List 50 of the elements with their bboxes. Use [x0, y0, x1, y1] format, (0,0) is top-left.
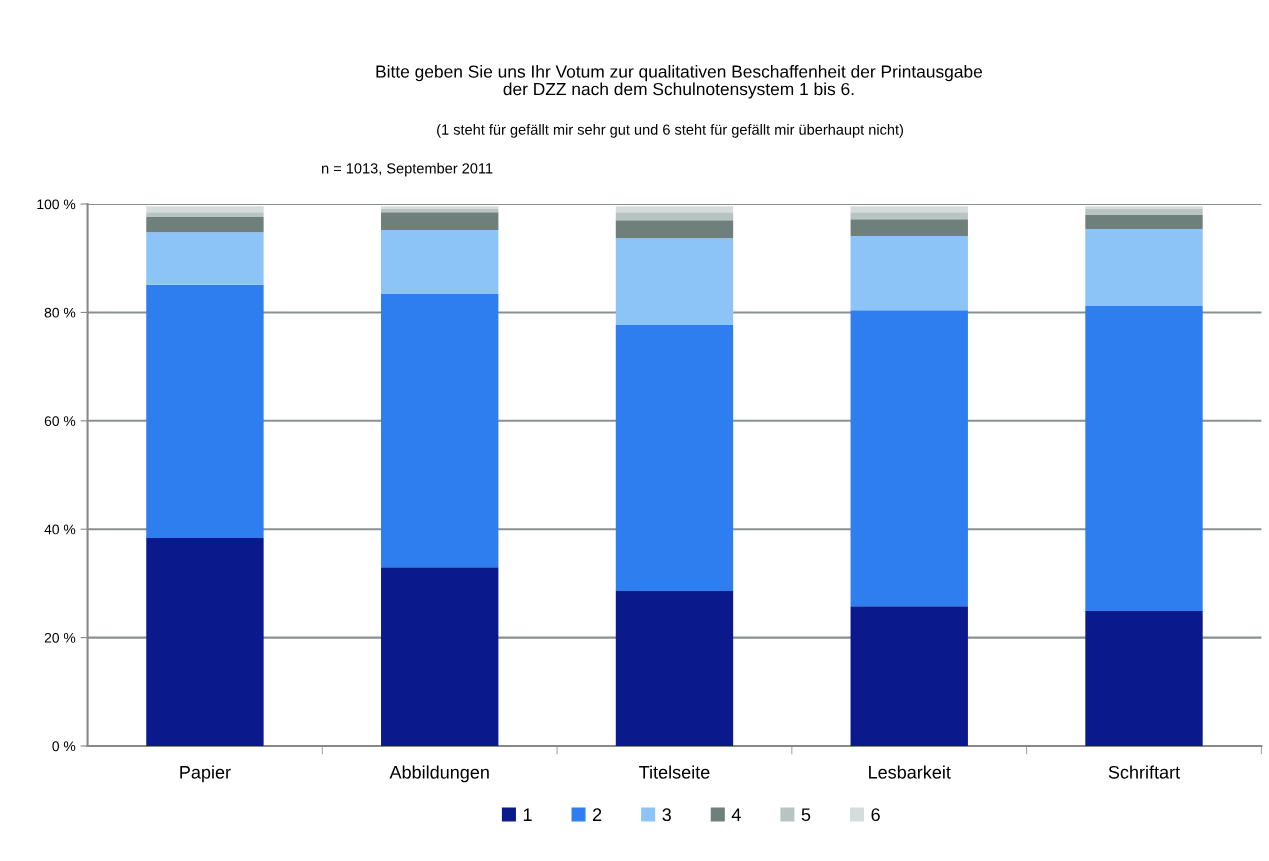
bar	[381, 208, 499, 213]
chart-title: Bitte geben Sie uns Ihr Votum zur qualitativen Beschaffenheit der Printausgabe der DZZ nach dem Schulnotensystem 1 bis 6.	[376, 64, 983, 99]
bar	[381, 567, 499, 746]
legend-label: 1	[523, 808, 532, 821]
legend-label: 6	[871, 808, 880, 822]
text: n = 1013, September 2011	[322, 162, 493, 177]
bar	[850, 606, 968, 746]
bar	[381, 230, 499, 295]
bar	[381, 212, 499, 231]
bar	[850, 310, 968, 607]
legend-label: 2	[592, 808, 602, 821]
x-tick-label: Schriftart	[1108, 765, 1180, 779]
y-tick-label: 20 %	[44, 632, 76, 643]
bar	[1085, 228, 1203, 306]
x-tick-label: Papier	[180, 765, 231, 783]
legend-label: 4	[731, 808, 741, 821]
bar	[381, 294, 499, 568]
bar	[146, 537, 264, 746]
bar	[1085, 208, 1203, 215]
bar	[615, 590, 734, 746]
y-tick-label: 80 %	[44, 307, 76, 318]
y-tick-label: 100 %	[37, 199, 76, 210]
bar	[1085, 305, 1203, 612]
bar	[615, 206, 734, 213]
bar	[146, 212, 264, 218]
bar	[615, 324, 734, 591]
x-tick-label: Lesbarkeit	[869, 765, 951, 779]
chart-subtitle: (1 steht für gefällt mir sehr gut und 6 steht für gefällt mir überhaupt nicht)	[437, 124, 903, 138]
x-tick-label: Abbildungen	[389, 765, 489, 783]
bar	[146, 232, 264, 285]
bar	[850, 212, 968, 220]
bar	[850, 219, 968, 237]
bar	[615, 212, 734, 221]
y-tick-label: 40 %	[44, 524, 76, 535]
bar	[1085, 611, 1203, 746]
bar	[1085, 214, 1203, 229]
legend-label: 5	[801, 808, 811, 822]
bar	[615, 238, 734, 325]
bar	[850, 236, 968, 311]
bar	[1085, 206, 1203, 209]
bar	[146, 206, 264, 213]
bar	[146, 217, 264, 233]
bar	[381, 206, 499, 209]
bar	[146, 284, 264, 538]
bar	[850, 206, 968, 213]
y-tick-label: 0 %	[52, 741, 76, 752]
x-tick-label: Titelseite	[639, 765, 710, 779]
legend-label: 3	[662, 808, 671, 822]
bar	[615, 220, 734, 239]
y-tick-label: 60 %	[44, 416, 76, 426]
